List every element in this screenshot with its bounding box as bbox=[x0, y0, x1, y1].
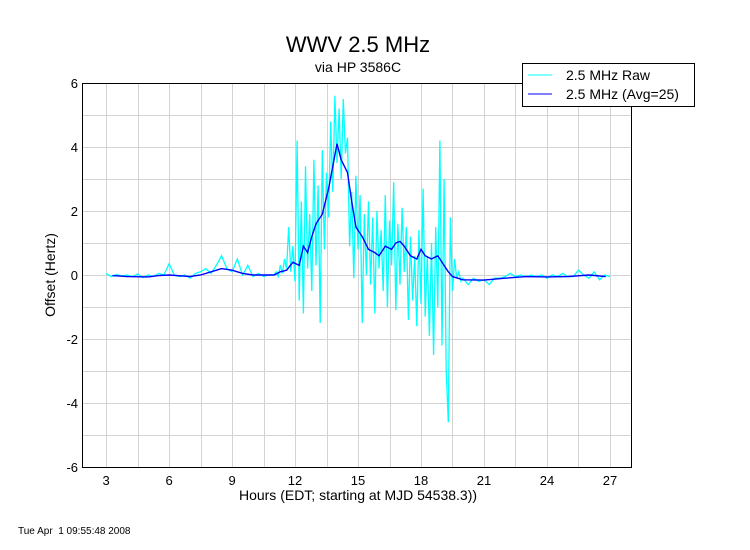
legend: 2.5 MHz Raw 2.5 MHz (Avg=25) bbox=[522, 63, 695, 107]
y-tick-label: -6 bbox=[66, 460, 78, 475]
x-axis: 3 6 9 12 15 18 21 24 27 bbox=[102, 473, 617, 488]
y-axis: -6 -4 -2 0 2 4 6 bbox=[66, 76, 78, 475]
x-tick-label: 6 bbox=[165, 473, 172, 488]
series-line-raw bbox=[105, 95, 611, 423]
series-layer bbox=[105, 95, 611, 423]
x-axis-label: Hours (EDT; starting at MJD 54538.3)) bbox=[239, 487, 477, 503]
chart-subtitle: via HP 3586C bbox=[315, 59, 401, 75]
y-axis-label: Offset (Hertz) bbox=[42, 233, 58, 317]
chart-title: WWV 2.5 MHz bbox=[286, 32, 430, 57]
x-tick-label: 24 bbox=[540, 473, 554, 488]
x-tick-label: 3 bbox=[102, 473, 109, 488]
x-tick-label: 15 bbox=[351, 473, 365, 488]
y-tick-label: -4 bbox=[66, 396, 78, 411]
y-tick-label: 4 bbox=[71, 140, 78, 155]
y-tick-label: -2 bbox=[66, 332, 78, 347]
footer-timestamp: Tue Apr 1 09:55:48 2008 bbox=[18, 526, 131, 537]
plot-frame bbox=[82, 83, 632, 468]
legend-label-avg: 2.5 MHz (Avg=25) bbox=[566, 86, 679, 102]
y-tick-label: 0 bbox=[71, 268, 78, 283]
x-tick-label: 21 bbox=[477, 473, 491, 488]
x-tick-label: 9 bbox=[228, 473, 235, 488]
legend-label-raw: 2.5 MHz Raw bbox=[566, 67, 651, 83]
x-tick-label: 18 bbox=[414, 473, 428, 488]
x-tick-label: 12 bbox=[288, 473, 302, 488]
x-tick-label: 27 bbox=[603, 473, 617, 488]
y-tick-label: 2 bbox=[71, 204, 78, 219]
legend-box bbox=[522, 63, 695, 107]
series-line-avg bbox=[112, 143, 606, 281]
y-tick-label: 6 bbox=[71, 76, 78, 91]
